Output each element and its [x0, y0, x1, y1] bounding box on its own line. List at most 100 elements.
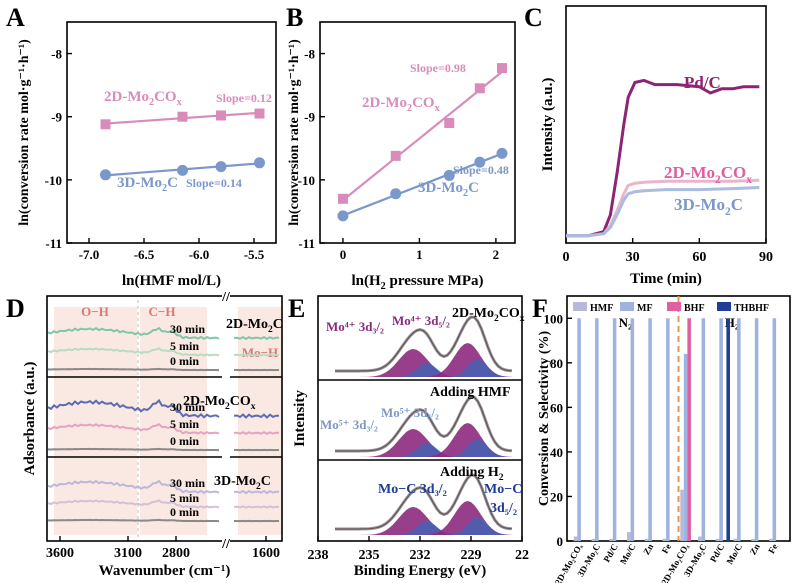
- data-point: [254, 108, 265, 119]
- bar: [733, 538, 738, 541]
- fit-peak: [352, 517, 514, 535]
- y-tick-label: 40: [550, 445, 563, 460]
- y-tick-label: -11: [45, 236, 62, 251]
- time-label: 30 min: [170, 476, 205, 490]
- legend-swatch: [717, 302, 731, 311]
- category-label: Fe: [766, 542, 779, 555]
- x-axis-label: Binding Energy (eV): [354, 563, 487, 579]
- data-point: [100, 169, 111, 181]
- spectrum-line: [47, 422, 279, 435]
- x-tick-label: -6.5: [134, 247, 155, 262]
- x-tick-label: 30: [626, 250, 640, 265]
- data-point: [390, 188, 402, 200]
- spectrum-line: [47, 518, 279, 523]
- data-point: [216, 110, 226, 121]
- spectrum-line: [47, 499, 279, 509]
- x-tick-label: 2: [493, 247, 500, 262]
- bar: [769, 538, 773, 541]
- y-tick-label: -9: [304, 110, 315, 125]
- series-label: 2D-Mo2COx: [104, 89, 183, 108]
- fit-peak: [352, 443, 514, 457]
- group-label: N₂: [619, 315, 632, 330]
- y-tick-label: 80: [550, 356, 563, 371]
- slope-label: Slope=0.98: [410, 61, 466, 75]
- subpanel-title: Adding H2: [440, 465, 504, 483]
- series-label: Pd/C: [684, 73, 721, 92]
- x-tick-label: 3600: [46, 546, 74, 561]
- slope-label: Slope=0.14: [186, 176, 242, 190]
- time-label: 5 min: [170, 491, 199, 505]
- slope-label: Slope=0.12: [216, 91, 272, 105]
- y-tick-label: -11: [298, 236, 315, 251]
- axis-break-mark: //: [221, 537, 231, 552]
- band-label: Mo−H: [242, 345, 278, 360]
- x-tick-label: 60: [692, 250, 706, 265]
- series-label: 3D-Mo2C: [117, 175, 178, 194]
- x-tick-label: 0: [340, 247, 347, 262]
- band-label: O−H: [81, 304, 109, 319]
- y-tick-label: 60: [550, 400, 563, 415]
- legend-label: MF: [637, 303, 653, 314]
- legend-label: THBHF: [734, 303, 769, 314]
- bar: [701, 318, 706, 541]
- band-label: C−H: [149, 304, 176, 319]
- fit-peak: [352, 349, 514, 377]
- fit-peak: [352, 507, 514, 535]
- category-label: Mo/C: [724, 542, 744, 566]
- legend-swatch: [667, 302, 681, 311]
- axis-break: [222, 293, 230, 545]
- spectrum-line: [47, 398, 279, 419]
- panel-label-E: E: [288, 294, 305, 323]
- plot-frame: [319, 21, 516, 244]
- bar: [612, 318, 617, 541]
- time-label: 5 min: [170, 417, 199, 431]
- x-tick-label: 2800: [162, 546, 190, 561]
- y-tick-label: -8: [51, 47, 62, 62]
- x-tick-label: 235: [359, 548, 380, 563]
- y-tick-label: -10: [298, 173, 315, 188]
- bar: [719, 318, 723, 541]
- x-tick-label: -6.0: [189, 247, 210, 262]
- bar: [715, 538, 720, 541]
- y-axis-label: ln(conversion rate mol·g⁻¹·h⁻¹): [17, 39, 32, 226]
- x-tick-label: 232: [410, 548, 431, 563]
- y-axis-label: Intensity (a.u.): [540, 78, 556, 172]
- bar: [772, 318, 777, 541]
- x-axis-label: Wavenumber (cm⁻¹): [99, 563, 231, 579]
- subpanel-label: 2D-Mo2C: [226, 317, 283, 335]
- data-point: [215, 161, 227, 173]
- series-label: 2D-Mo2COx: [664, 163, 752, 186]
- peak-annotation: Mo⁴⁺ 3d₅/₂: [392, 313, 450, 328]
- envelope-fit: [335, 316, 512, 372]
- chart-panel-e: 238 235 232 229 22 2D-Mo2COx Mo⁴⁺ 3d₃/₂ Mo⁴⁺ 3d…: [292, 295, 529, 579]
- band-shade: [140, 307, 207, 535]
- fit-line: [342, 71, 503, 202]
- bar: [726, 318, 730, 541]
- band-shade: [54, 307, 137, 535]
- panel-label-F: F: [532, 294, 548, 323]
- y-tick-label: -8: [304, 47, 315, 62]
- spectrum-line: [47, 447, 279, 452]
- spectrum-line: [47, 367, 279, 372]
- data-point: [177, 164, 188, 176]
- y-axis-label: Adsorbance (a.u.): [22, 362, 38, 476]
- envelope-fit: [335, 396, 512, 452]
- peak-annotation: Mo⁵⁺ 3d₃/₂: [320, 417, 378, 432]
- subpanel-label: 2D-Mo2COx: [183, 394, 256, 412]
- x-tick-label: 3100: [114, 546, 142, 561]
- data-point: [496, 147, 508, 159]
- time-label: 0 min: [170, 354, 199, 368]
- bar: [630, 318, 635, 541]
- data-point: [390, 150, 401, 161]
- x-tick-label: 0: [563, 250, 570, 265]
- series-label: 3D-Mo2C: [674, 195, 743, 218]
- time-label: 0 min: [170, 434, 199, 448]
- bar: [662, 538, 667, 541]
- category-label: Mo/C: [618, 542, 638, 566]
- plot-frame: [66, 21, 277, 244]
- x-tick-label: 229: [461, 548, 482, 563]
- x-tick-label: 90: [759, 250, 773, 265]
- y-tick-label: 20: [550, 489, 563, 504]
- chart-panel-c: 0 30 60 90 Pd/C 2D-Mo2COx 3D-Mo2C Time (min) Int…: [540, 5, 773, 287]
